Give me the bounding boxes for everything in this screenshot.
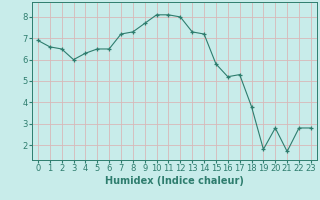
X-axis label: Humidex (Indice chaleur): Humidex (Indice chaleur): [105, 176, 244, 186]
